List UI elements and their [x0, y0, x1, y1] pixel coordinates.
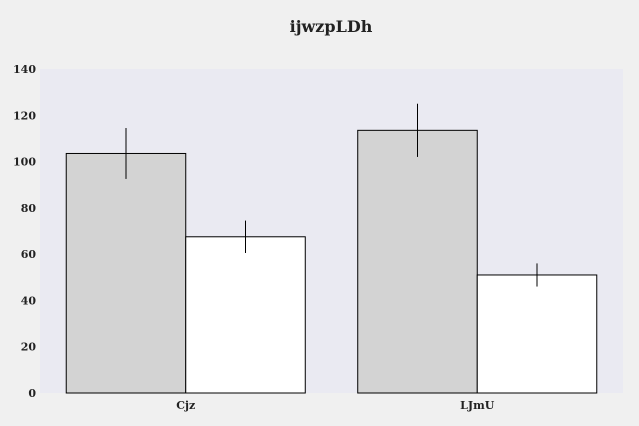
- bar-Cjz-2: [185, 236, 306, 394]
- y-tick-label: 80: [21, 202, 37, 215]
- x-axis: Cjz LJmU: [176, 399, 494, 412]
- y-tick-label: 20: [21, 341, 37, 354]
- y-tick-label: 100: [13, 156, 36, 169]
- bars: [65, 129, 598, 394]
- error-bars: [125, 103, 538, 287]
- y-tick-label: 140: [13, 63, 36, 76]
- y-axis: 0 20 40 60 80 100 120 140: [13, 63, 36, 400]
- x-tick-label: LJmU: [460, 399, 495, 412]
- y-tick-label: 60: [21, 248, 37, 261]
- x-tick-label: Cjz: [176, 399, 195, 412]
- bar-LJmU-1: [357, 129, 478, 394]
- y-tick-label: 40: [21, 294, 37, 307]
- y-tick-label: 0: [28, 387, 36, 400]
- chart-title: ijwzpLDh: [290, 17, 373, 36]
- bar-Cjz-1: [65, 152, 187, 394]
- y-tick-label: 120: [13, 109, 36, 122]
- bar-LJmU-2: [476, 274, 598, 394]
